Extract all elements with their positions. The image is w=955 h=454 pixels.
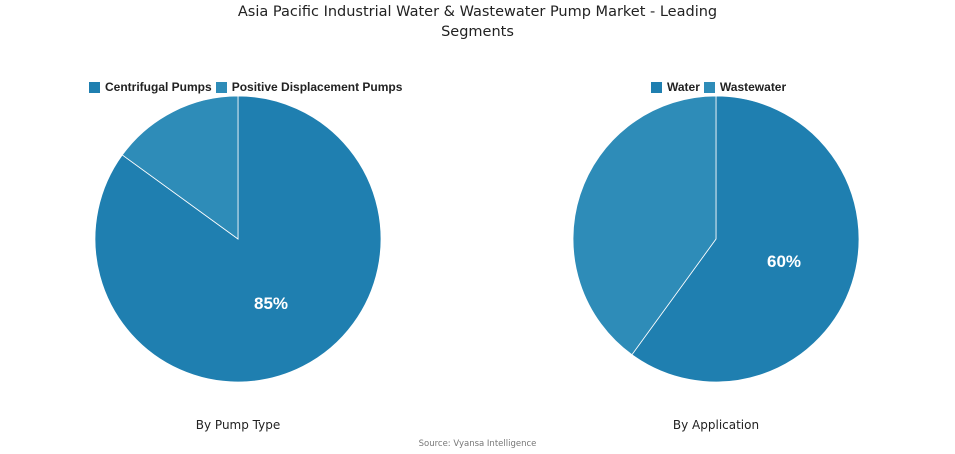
pie-slice-positive-displacement-pumps[interactable] [121,95,239,240]
legend-label: Positive Displacement Pumps [231,80,403,94]
pie-chart-pump-type: 85% [94,95,382,383]
pie-slice-water[interactable] [631,95,860,383]
legend-label: Centrifugal Pumps [105,80,212,94]
legend-item-centrifugal-pumps[interactable]: Centrifugal Pumps [89,80,212,94]
pie-data-label: 60% [767,252,801,271]
legend-item-water[interactable]: Water [651,80,700,94]
legend-swatch-primary [651,81,662,93]
source-note: Source: Vyansa Intelligence [418,439,537,449]
legend-label: Water [667,80,700,94]
legend-application: Water Wastewater [651,80,790,94]
legend-swatch-secondary [215,81,227,93]
legend-label: Wastewater [719,80,787,94]
chart-title-line-1: Asia Pacific Industrial Water & Wastewat… [237,4,718,20]
chart-title-line-2: Segments [441,24,514,40]
pie-slice-wastewater[interactable] [572,95,717,356]
chart-title: Asia Pacific Industrial Water & Wastewat… [0,2,955,42]
legend-swatch-primary [89,81,100,93]
subtitle-application: By Application [672,418,760,432]
legend-item-wastewater[interactable]: Wastewater [703,80,787,94]
legend-item-positive-displacement-pumps[interactable]: Positive Displacement Pumps [215,80,403,94]
pie-chart-application: 60% [572,95,860,383]
legend-pump-type: Centrifugal Pumps Positive Displacement … [89,80,406,94]
pie-data-label: 85% [254,294,288,313]
legend-swatch-secondary [703,81,715,93]
subtitle-pump-type: By Pump Type [195,418,281,432]
pie-slice-centrifugal-pumps[interactable] [94,95,382,383]
